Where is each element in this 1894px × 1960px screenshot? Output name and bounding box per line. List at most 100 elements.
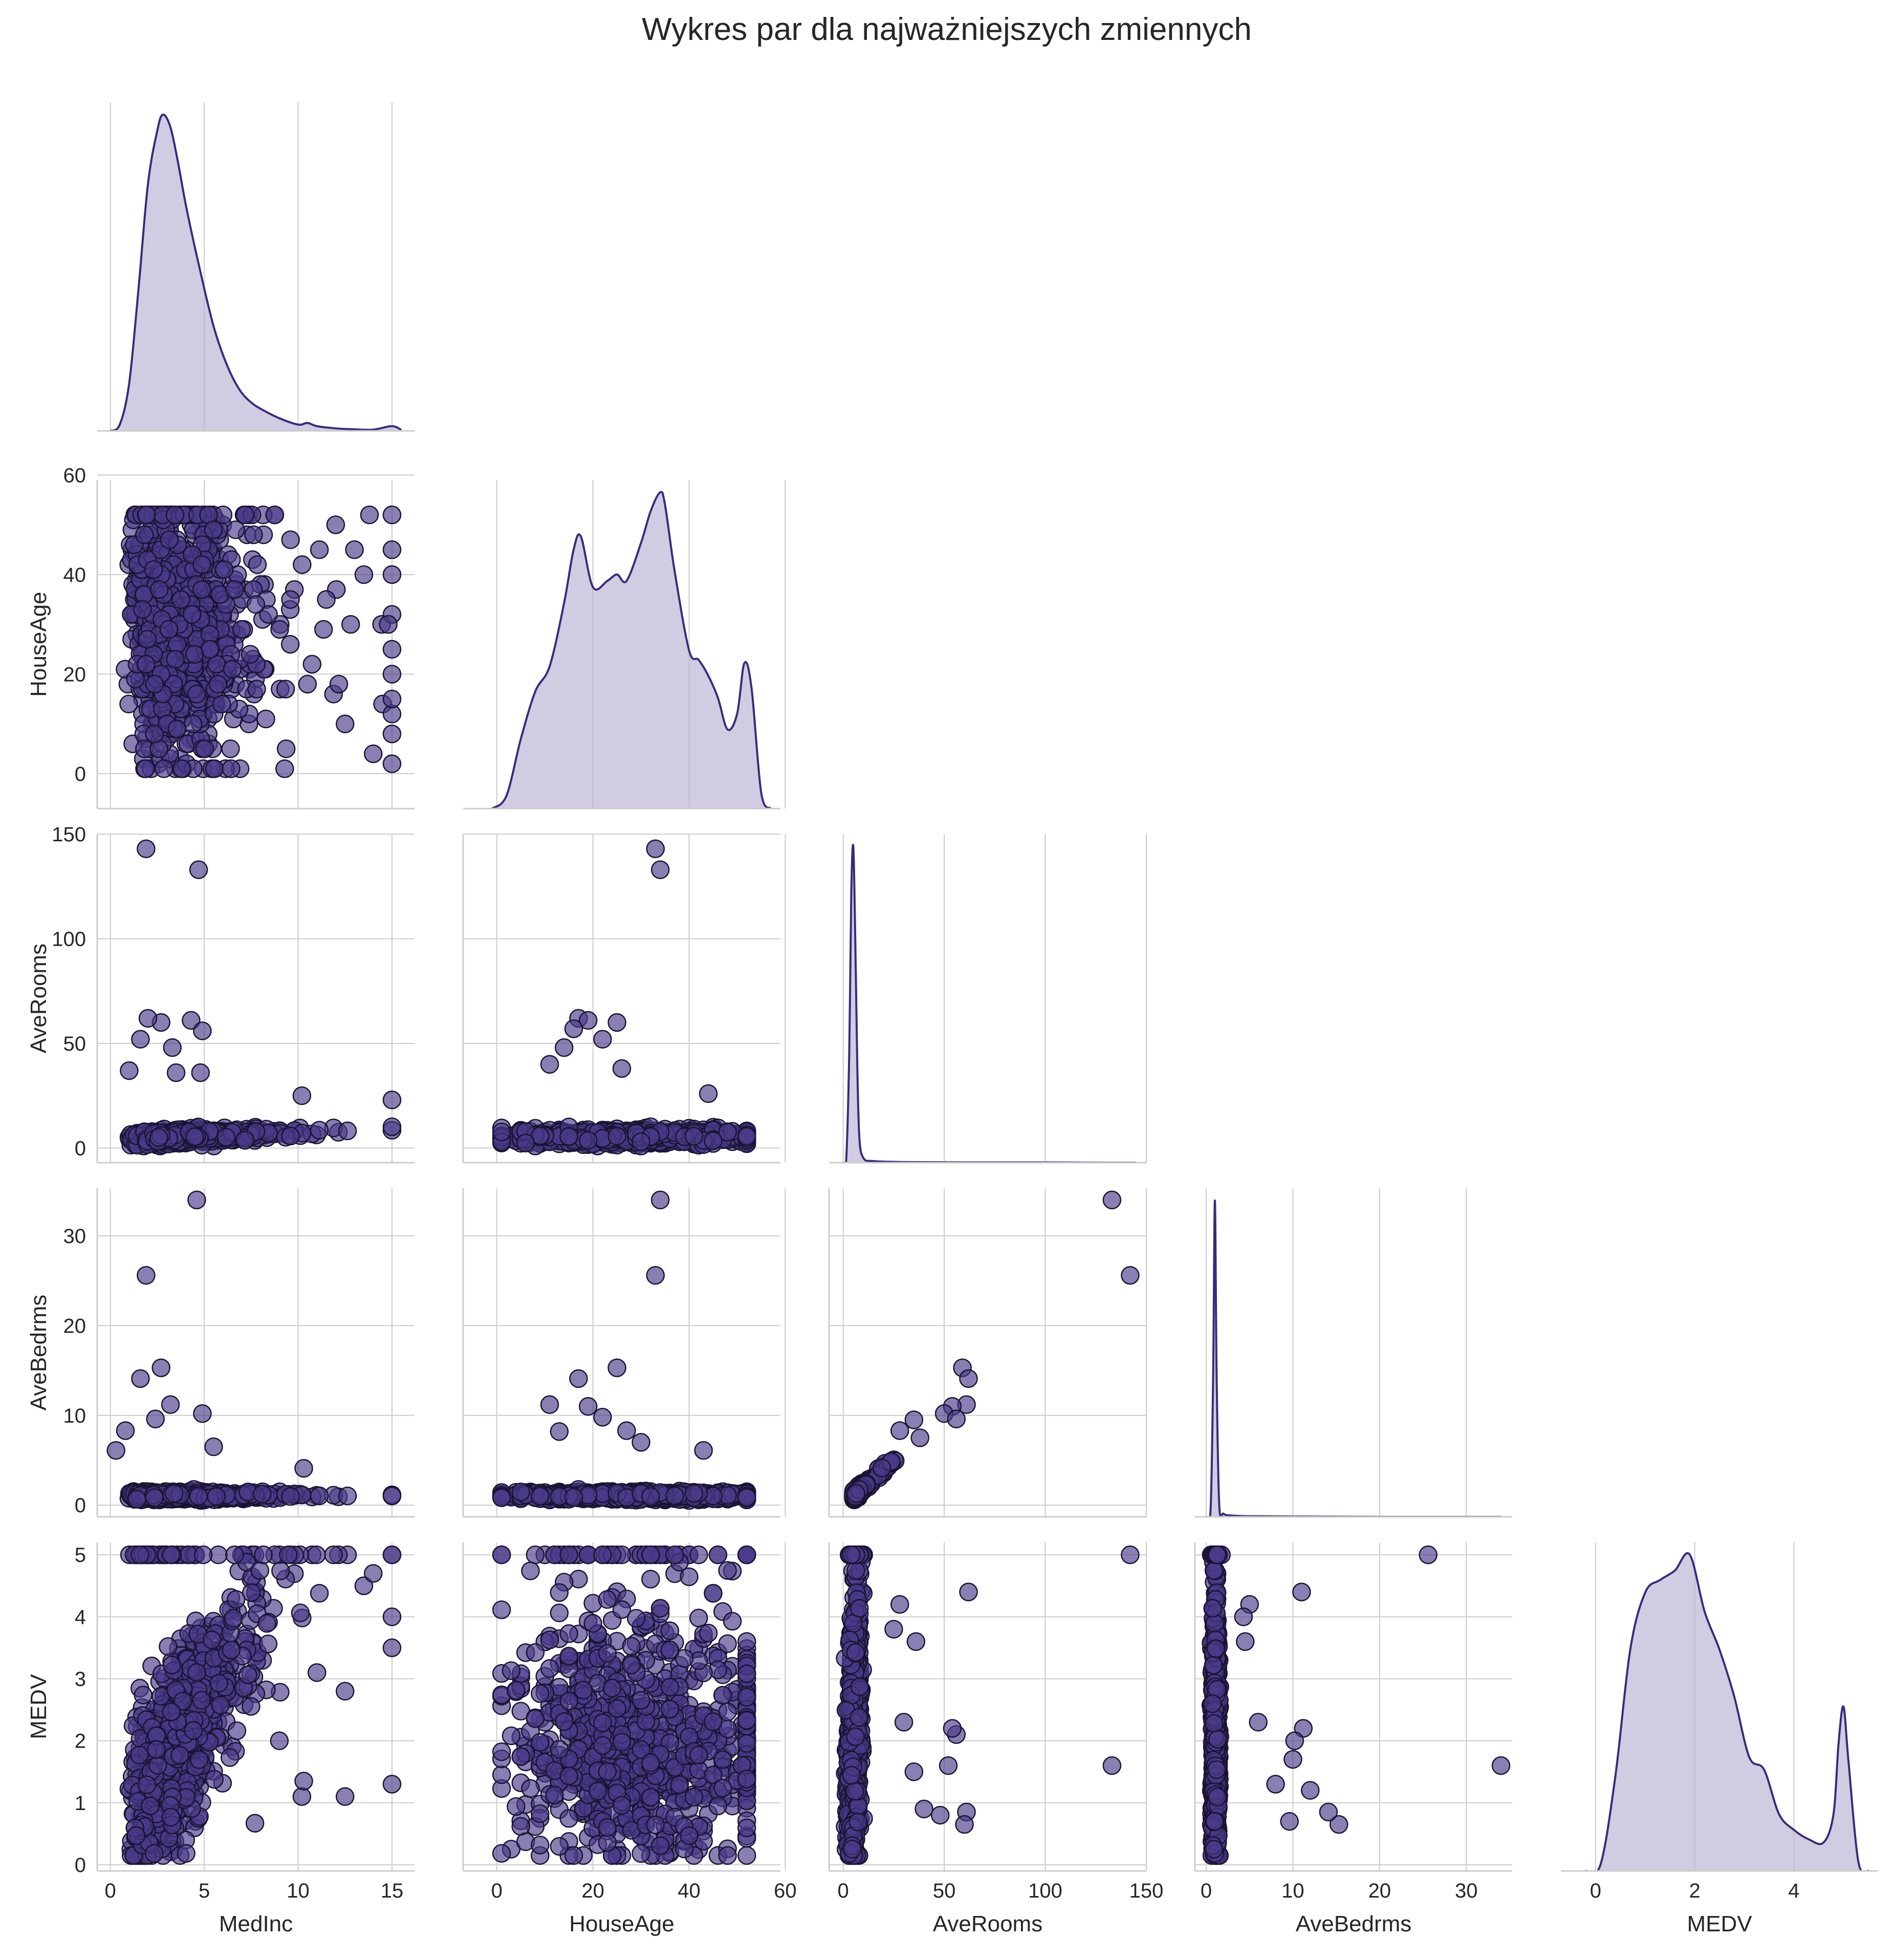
panel-houseage-averooms [462,834,786,1164]
y-tick-label: 0 [75,763,86,786]
scatter-point [382,1117,402,1137]
scatter-point [314,620,333,639]
panel-averooms-averooms [829,834,1147,1164]
scatter-point-outlier [593,1030,612,1049]
scatter-point-outlier [382,724,402,744]
scatter-point [276,739,296,758]
scatter-point-outlier [336,714,355,733]
scatter-point-outlier [607,1358,626,1378]
scatter-points [492,1190,756,1510]
scatter-point [310,1486,329,1506]
scatter-point [205,759,224,778]
panel-grid: 0204060HouseAge050100150AveRooms0102030A… [26,102,1878,1936]
y-axis-label-avebedrms: AveBedrms [26,1295,51,1411]
scatter-point [192,580,211,599]
scatter-point [492,1488,511,1508]
scatter-point-outlier [593,1408,612,1427]
scatter-point-outlier [550,1422,569,1441]
scatter-point-outlier [612,1059,632,1078]
scatter-point [171,590,190,609]
scatter-point-outlier [382,640,402,659]
scatter-point [270,620,289,639]
scatter-point-outlier [193,1404,212,1423]
y-tick-label: 100 [52,928,86,950]
scatter-point-outlier [138,1009,158,1028]
scatter-point [216,1127,236,1147]
scatter-point [183,714,203,733]
scatter-point [119,694,138,713]
scatter-point-outlier [341,615,360,634]
scatter-point [559,1127,578,1146]
scatter-point-outlier [345,540,364,559]
scatter-point [133,600,152,619]
scatter-point-outlier [131,1030,150,1049]
scatter-point [189,1487,208,1506]
scatter-point [137,505,156,525]
scatter-point-outlier [298,674,317,694]
scatter-point [281,530,300,549]
scatter-point [281,590,300,609]
scatter-point-outlier [151,1358,170,1378]
scatter-point [253,1485,272,1504]
scatter-point [225,580,244,599]
scatter-point-outlier [382,689,402,709]
scatter-point [641,1487,660,1506]
scatter-points [116,505,402,778]
scatter-point [226,520,245,539]
scatter-point-outlier [382,754,402,773]
scatter-point [564,1488,583,1507]
y-axis-label-averooms: AveRooms [26,944,51,1053]
scatter-point-outlier [360,505,379,525]
scatter-point [195,739,214,758]
scatter-point [127,1490,146,1509]
scatter-point [160,530,179,549]
scatter-point [293,555,312,574]
scatter-point [578,1131,598,1150]
scatter-points [119,839,402,1156]
scatter-point-outlier [650,860,670,879]
scatter-point-outlier [632,1433,650,1452]
kde-line-medinc [110,114,402,431]
scatter-point-outlier [540,1395,559,1414]
y-tick-label: 30 [63,1225,86,1248]
scatter-point-outlier [569,1369,588,1388]
scatter-point [185,1127,204,1146]
y-tick-label: 0 [75,1494,86,1517]
scatter-point [247,680,266,699]
scatter-point [144,560,163,579]
scatter-point [256,709,275,729]
scatter-point [235,505,255,525]
scatter-point [159,620,179,639]
scatter-point [516,1134,535,1152]
scatter-point-outlier [564,1019,583,1038]
scatter-point [607,1126,626,1146]
scatter-point [223,660,242,679]
scatter-point [235,1130,254,1150]
scatter-point [208,674,228,694]
scatter-point-outlier [379,615,398,634]
scatter-point [259,605,278,624]
scatter-point [149,580,169,599]
scatter-point [246,595,266,614]
y-tick-label: 10 [63,1405,86,1427]
scatter-point-outlier [607,1013,626,1032]
scatter-point [737,1488,756,1507]
kde-area-houseage [492,492,771,809]
scatter-point [138,630,157,649]
scatter-point-outlier [191,1063,210,1082]
scatter-point-outlier [137,839,156,858]
scatter-point-outlier [382,540,402,559]
scatter-point [338,1486,357,1506]
y-tick-label: 20 [63,663,86,686]
scatter-point [310,540,329,559]
scatter-point-outlier [650,1190,670,1210]
scatter-point [265,505,284,525]
scatter-point [135,525,154,545]
scatter-point [204,520,223,539]
scatter-point [164,1484,184,1503]
scatter-point-outlier [317,590,336,609]
scatter-point-outlier [694,1441,713,1460]
